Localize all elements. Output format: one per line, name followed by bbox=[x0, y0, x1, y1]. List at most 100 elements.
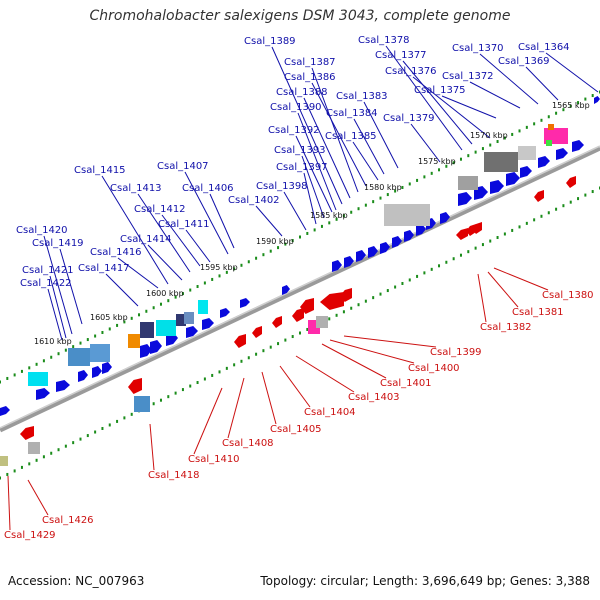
bottom-label-leader bbox=[321, 343, 387, 379]
lower-tick bbox=[496, 236, 499, 240]
feature-block bbox=[134, 396, 150, 412]
bottom-gene-label: Csal_1418 bbox=[148, 470, 200, 481]
top-gene-label: Csal_1402 bbox=[228, 195, 280, 206]
top-gene-label: Csal_1375 bbox=[414, 85, 466, 96]
top-label-leader bbox=[147, 244, 183, 281]
bottom-gene-label: Csal_1410 bbox=[188, 454, 240, 465]
lower-tick bbox=[72, 441, 75, 445]
forward-gene-arrow bbox=[356, 250, 366, 262]
feature-block bbox=[518, 146, 536, 160]
bottom-gene-label: Csal_1403 bbox=[348, 392, 400, 403]
forward-gene-arrow bbox=[368, 246, 378, 258]
upper-tick bbox=[269, 249, 272, 253]
lower-tick bbox=[20, 465, 23, 469]
top-gene-label: Csal_1411 bbox=[158, 219, 210, 230]
top-gene-label: Csal_1389 bbox=[244, 36, 296, 47]
reverse-gene-arrow bbox=[128, 378, 142, 394]
feature-block bbox=[176, 314, 186, 326]
forward-gene-arrow bbox=[440, 212, 450, 224]
lower-tick bbox=[306, 327, 309, 331]
lower-tick bbox=[335, 313, 338, 317]
forward-gene-arrow bbox=[490, 180, 504, 194]
upper-tick bbox=[423, 175, 426, 179]
forward-gene-arrow bbox=[520, 166, 532, 178]
feature-block bbox=[484, 152, 518, 172]
bottom-gene-label: Csal_1404 bbox=[304, 407, 356, 418]
lower-tick bbox=[584, 193, 587, 197]
top-gene-label: Csal_1393 bbox=[274, 145, 326, 156]
top-label-leader bbox=[352, 141, 379, 181]
forward-gene-arrow bbox=[404, 230, 414, 242]
upper-tick bbox=[408, 182, 411, 186]
upper-tick bbox=[474, 150, 477, 154]
top-gene-label: Csal_1415 bbox=[74, 165, 126, 176]
lower-tick bbox=[372, 296, 375, 300]
bottom-gene-label: Csal_1426 bbox=[42, 515, 94, 526]
top-label-leader bbox=[49, 275, 67, 339]
top-gene-label: Csal_1417 bbox=[78, 263, 130, 274]
feature-block bbox=[28, 442, 40, 454]
bottom-label-leader bbox=[279, 365, 311, 408]
upper-tick bbox=[196, 285, 199, 289]
top-label-leader bbox=[184, 171, 229, 255]
lower-tick bbox=[240, 359, 243, 363]
lower-tick bbox=[452, 257, 455, 261]
top-gene-label: Csal_1416 bbox=[90, 247, 142, 258]
upper-tick bbox=[438, 168, 441, 172]
upper-tick bbox=[189, 288, 192, 292]
forward-gene-arrow bbox=[380, 242, 390, 254]
reverse-gene-arrow bbox=[300, 298, 314, 314]
top-gene-label: Csal_1377 bbox=[375, 50, 427, 61]
bottom-gene-label: Csal_1399 bbox=[430, 347, 482, 358]
bottom-label-leader bbox=[295, 355, 355, 393]
top-label-leader bbox=[105, 273, 139, 307]
lower-tick bbox=[299, 331, 301, 335]
upper-tick bbox=[394, 189, 397, 193]
lower-tick bbox=[233, 363, 236, 367]
feature-block bbox=[198, 300, 208, 314]
upper-tick bbox=[64, 348, 67, 352]
lower-tick bbox=[211, 373, 214, 377]
kbp-scale-label: 1605 kbp bbox=[90, 313, 128, 322]
lower-tick bbox=[181, 388, 184, 392]
upper-tick bbox=[533, 122, 536, 126]
bottom-gene-label: Csal_1400 bbox=[408, 363, 460, 374]
forward-gene-arrow bbox=[140, 344, 152, 358]
top-gene-label: Csal_1383 bbox=[336, 91, 388, 102]
top-label-leader bbox=[479, 53, 539, 105]
lower-tick bbox=[416, 274, 419, 278]
top-gene-label: Csal_1378 bbox=[358, 35, 410, 46]
upper-tick bbox=[357, 207, 360, 211]
top-label-leader bbox=[59, 248, 83, 325]
forward-gene-arrow bbox=[416, 224, 426, 236]
forward-gene-arrow bbox=[556, 148, 568, 160]
lower-tick bbox=[489, 239, 492, 243]
feature-block bbox=[546, 140, 552, 146]
lower-tick bbox=[189, 384, 192, 388]
bottom-gene-label: Csal_1401 bbox=[380, 378, 432, 389]
top-gene-label: Csal_1386 bbox=[284, 72, 336, 83]
top-gene-label: Csal_1414 bbox=[120, 234, 172, 245]
top-label-leader bbox=[137, 193, 191, 273]
lower-tick bbox=[481, 243, 484, 247]
lower-tick bbox=[203, 377, 206, 381]
kbp-scale-label: 1585 kbp bbox=[310, 211, 348, 220]
upper-tick bbox=[101, 330, 104, 334]
kbp-scale-label: 1600 kbp bbox=[146, 289, 184, 298]
top-label-leader bbox=[469, 81, 521, 109]
forward-gene-arrow bbox=[102, 362, 112, 374]
upper-tick bbox=[159, 302, 162, 306]
upper-tick bbox=[467, 154, 470, 158]
feature-block bbox=[316, 316, 328, 328]
upper-tick bbox=[123, 320, 126, 324]
lower-tick bbox=[262, 349, 265, 353]
upper-tick bbox=[555, 111, 558, 115]
feature-block bbox=[68, 348, 90, 366]
top-label-leader bbox=[295, 135, 333, 213]
top-label-leader bbox=[185, 229, 211, 263]
top-gene-label: Csal_1422 bbox=[20, 278, 72, 289]
upper-tick bbox=[262, 253, 265, 257]
upper-tick bbox=[562, 108, 565, 112]
upper-tick bbox=[145, 309, 148, 313]
